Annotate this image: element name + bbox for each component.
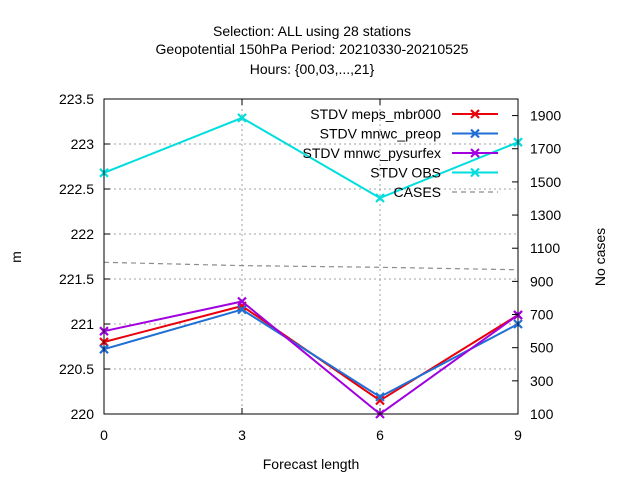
legend-marker	[470, 167, 480, 178]
y2-tick-label: 1900	[530, 108, 561, 124]
y-tick-label: 220.5	[59, 361, 94, 377]
y2-tick-label: 300	[530, 373, 554, 389]
axis-ticks	[103, 98, 519, 415]
y2-tick-label: 100	[530, 406, 554, 422]
title-line-3: Hours: {00,03,...,21}	[250, 61, 375, 77]
y-tick-label: 223.5	[59, 91, 94, 107]
x-tick-label: 0	[100, 427, 108, 443]
y-tick-label: 222.5	[59, 181, 94, 197]
stdv-mnwc-preop-point	[375, 392, 385, 402]
cases-line	[103, 261, 519, 271]
y-axis-label: m	[8, 251, 24, 263]
y-tick-label: 221.5	[59, 271, 94, 287]
y-tick-label: 223	[71, 136, 95, 152]
cases-layer	[103, 261, 519, 271]
legend: STDV meps_mbr000 STDV mnwc_preop STDV mnwc…	[303, 106, 498, 200]
legend-label: CASES	[394, 184, 441, 200]
tick-labels: 0 3 6 9 220 220.5 221 221.5 222 222.5 223 223.5 100 3…	[59, 91, 561, 443]
y2-tick-label: 900	[530, 273, 554, 289]
y2-tick-label: 1500	[530, 174, 561, 190]
stdv-obs-line	[103, 116, 519, 200]
y2-tick-label: 700	[530, 307, 554, 323]
title-line-1: Selection: ALL using 28 stations	[213, 23, 411, 39]
y-tick-label: 220	[71, 406, 95, 422]
y2-tick-label: 1300	[530, 207, 561, 223]
legend-marker	[470, 148, 480, 158]
legend-label: STDV meps_mbr000	[310, 106, 441, 122]
y2-tick-label: 1700	[530, 141, 561, 157]
grid	[104, 99, 518, 414]
x-tick-label: 3	[238, 427, 246, 443]
stdv-meps-mbr000-point	[375, 395, 385, 406]
legend-label: STDV mnwc_pysurfex	[303, 145, 441, 161]
plot-frame	[103, 98, 519, 415]
stdv-mnwc-preop-line	[103, 308, 519, 399]
chart-title: Selection: ALL using 28 stations Geopote…	[156, 23, 469, 77]
x-axis-label: Forecast length	[263, 456, 360, 472]
stdv-mnwc-preop-point	[237, 304, 247, 315]
x-tick-label: 9	[514, 427, 522, 443]
legend-label: STDV mnwc_preop	[320, 126, 442, 142]
title-line-2: Geopotential 150hPa Period: 20210330-202…	[156, 41, 469, 57]
y2-tick-label: 500	[530, 340, 554, 356]
legend-label: STDV OBS	[370, 165, 441, 181]
legend-marker	[470, 128, 480, 139]
y2-tick-label: 1100	[530, 240, 560, 256]
y2-axis-label: No cases	[592, 228, 608, 286]
y-tick-label: 221	[71, 316, 95, 332]
stdv-mnwc-pysurfex-line	[103, 300, 519, 416]
x-tick-label: 6	[376, 427, 384, 443]
y-tick-label: 222	[71, 226, 95, 242]
stdv-mnwc-pysurfex-point	[237, 296, 247, 307]
stdv-obs-point	[237, 113, 247, 123]
legend-marker	[470, 109, 480, 119]
stdv-obs-point	[375, 193, 385, 203]
